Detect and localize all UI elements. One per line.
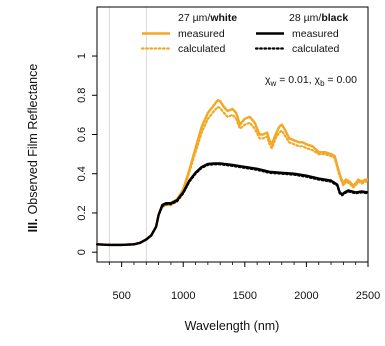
series-white-measured xyxy=(96,98,368,247)
legend-header-black-bold: black xyxy=(321,12,348,24)
legend-header-black-prefix: 28 µm/ xyxy=(289,12,321,24)
x-tick-label: 2500 xyxy=(356,290,380,302)
x-tick-label: 1500 xyxy=(233,290,257,302)
chi-annotation: χw = 0.01, χb = 0.00 xyxy=(265,74,357,88)
y-tick-label: 1 xyxy=(76,53,88,59)
x-tick-label: 2000 xyxy=(294,290,318,302)
legend-label-white-measured: measured xyxy=(178,28,225,40)
x-tick-label: 500 xyxy=(112,290,130,302)
legend-header-white: 27 µm/white xyxy=(178,12,237,24)
y-axis-title-main: Observed Film Reflectance xyxy=(26,64,40,215)
y-axis-title: III. Observed Film Reflectance xyxy=(26,64,40,233)
x-tick-label: 1000 xyxy=(171,290,195,302)
chi-symbol-b: χ xyxy=(315,74,321,86)
y-tick-label: 0 xyxy=(76,249,88,255)
chi-value-w: = 0.01, xyxy=(276,74,314,86)
legend-label-black-calculated: calculated xyxy=(292,43,339,55)
series-black-measured xyxy=(96,162,369,247)
series-white-calculated xyxy=(95,105,370,246)
legend-header-white-bold: white xyxy=(209,12,237,24)
series-black-calculated xyxy=(95,163,370,246)
chi-value-b: = 0.00 xyxy=(325,74,358,86)
x-axis-title: Wavelength (nm) xyxy=(185,319,280,333)
legend-label-black-measured: measured xyxy=(292,28,339,40)
legend-header-white-prefix: 27 µm/ xyxy=(178,12,210,24)
y-tick-label: 0.8 xyxy=(76,88,88,103)
y-axis-title-prefix: III. xyxy=(26,218,40,232)
legend-header-black: 28 µm/black xyxy=(289,12,348,24)
legend-label-white-calculated: calculated xyxy=(178,43,225,55)
y-tick-label: 0.2 xyxy=(76,205,88,220)
y-tick-label: 0.4 xyxy=(76,166,88,181)
chi-symbol-w: χ xyxy=(265,74,271,86)
chi-subscript-b: b xyxy=(320,79,325,88)
legend: 27 µm/white 28 µm/black measured calcula… xyxy=(140,12,348,55)
chi-subscript-w: w xyxy=(270,79,277,88)
y-tick-label: 0.6 xyxy=(76,127,88,142)
